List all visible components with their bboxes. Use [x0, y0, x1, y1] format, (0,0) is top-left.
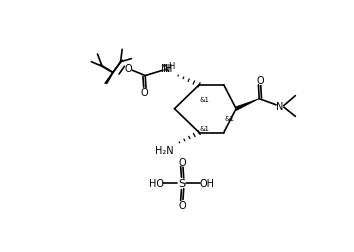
- Text: HO: HO: [149, 179, 164, 188]
- Text: N: N: [163, 64, 171, 74]
- Text: O: O: [178, 200, 186, 210]
- Text: O: O: [141, 88, 148, 98]
- Text: &1: &1: [200, 125, 210, 131]
- Text: &1: &1: [200, 96, 210, 102]
- Text: O: O: [125, 64, 132, 74]
- Text: &1: &1: [225, 115, 235, 121]
- Text: S: S: [178, 179, 185, 188]
- Text: N: N: [276, 102, 284, 112]
- Text: O: O: [256, 76, 264, 86]
- Text: O: O: [178, 157, 186, 167]
- Text: N: N: [161, 64, 168, 74]
- Text: H: H: [168, 62, 175, 71]
- Text: H: H: [165, 64, 173, 74]
- Polygon shape: [236, 99, 259, 111]
- Text: H₂N: H₂N: [155, 146, 174, 156]
- Text: OH: OH: [199, 179, 214, 188]
